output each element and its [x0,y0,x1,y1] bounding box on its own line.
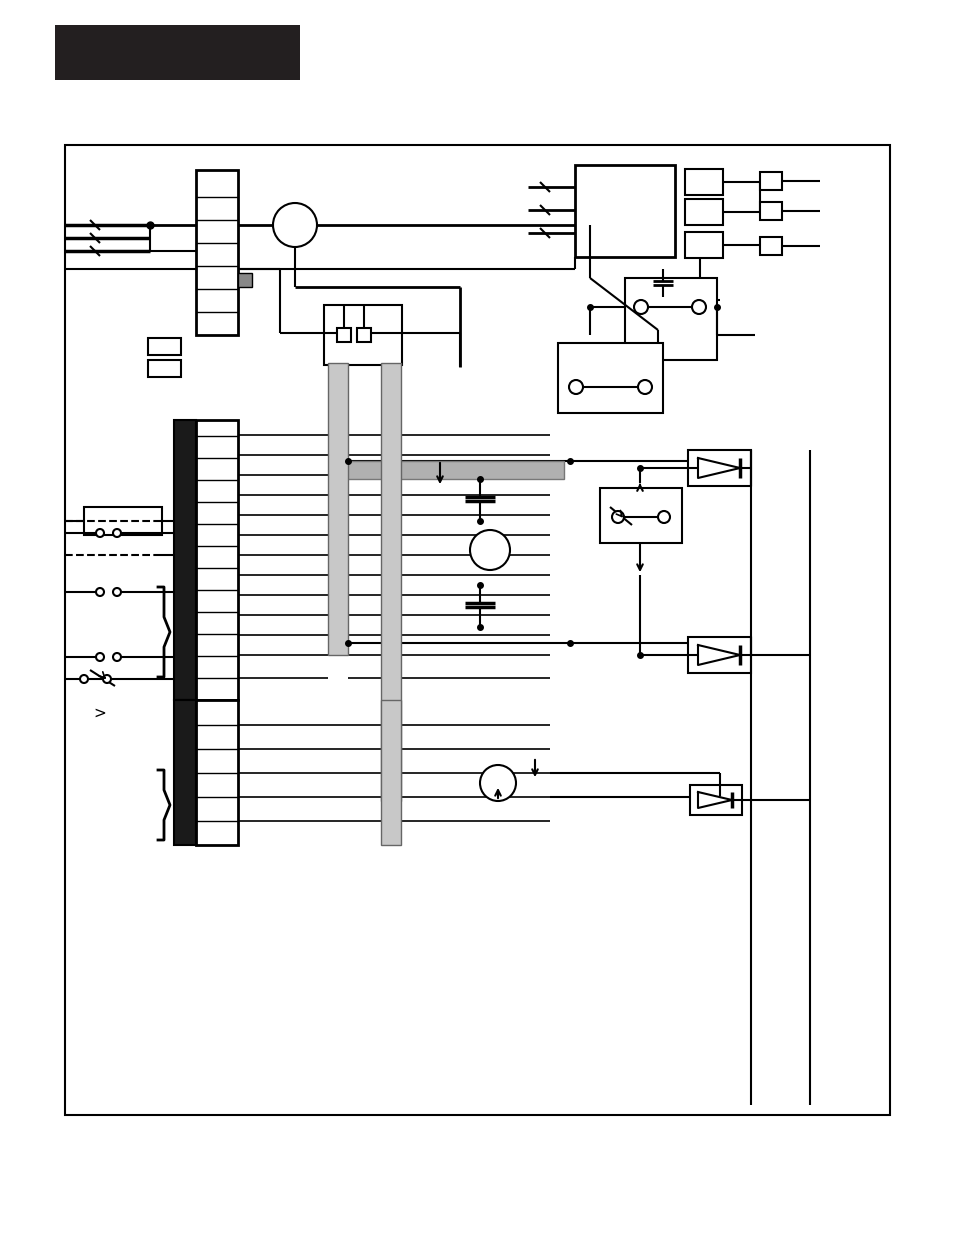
Circle shape [658,511,669,522]
Circle shape [112,588,121,597]
Circle shape [273,203,316,247]
Bar [687,450,750,487]
Bar [687,637,750,673]
Bar [324,305,401,366]
Bar [599,488,681,543]
Circle shape [470,530,510,571]
Bar [380,363,400,802]
Text: >: > [93,705,107,720]
Bar [195,170,237,335]
Circle shape [103,676,111,683]
Bar [684,232,722,258]
Polygon shape [698,645,740,664]
Circle shape [634,300,647,314]
Circle shape [96,529,104,537]
Bar [237,273,252,287]
Bar [684,199,722,225]
Polygon shape [698,792,731,808]
Circle shape [612,511,623,522]
Bar [684,169,722,195]
Bar [148,338,181,354]
Bar [336,329,351,342]
Circle shape [112,653,121,661]
Bar [332,461,563,479]
Circle shape [96,653,104,661]
Bar [65,144,889,1115]
Bar [760,237,781,254]
Circle shape [691,300,705,314]
Bar [624,278,717,359]
Bar [84,508,162,535]
Circle shape [96,588,104,597]
Bar [558,343,662,412]
Bar [760,203,781,220]
Bar [356,329,371,342]
Circle shape [638,380,651,394]
Circle shape [479,764,516,802]
Bar [173,420,195,700]
Bar [173,700,195,845]
Circle shape [112,529,121,537]
Bar [148,359,181,377]
Bar [55,25,299,80]
Bar [689,785,741,815]
Polygon shape [698,458,740,478]
Bar [195,700,237,845]
Bar [195,420,237,700]
Bar [380,700,400,845]
Circle shape [568,380,582,394]
Bar [760,172,781,190]
Bar [575,165,675,257]
Bar [328,363,348,655]
Circle shape [80,676,88,683]
